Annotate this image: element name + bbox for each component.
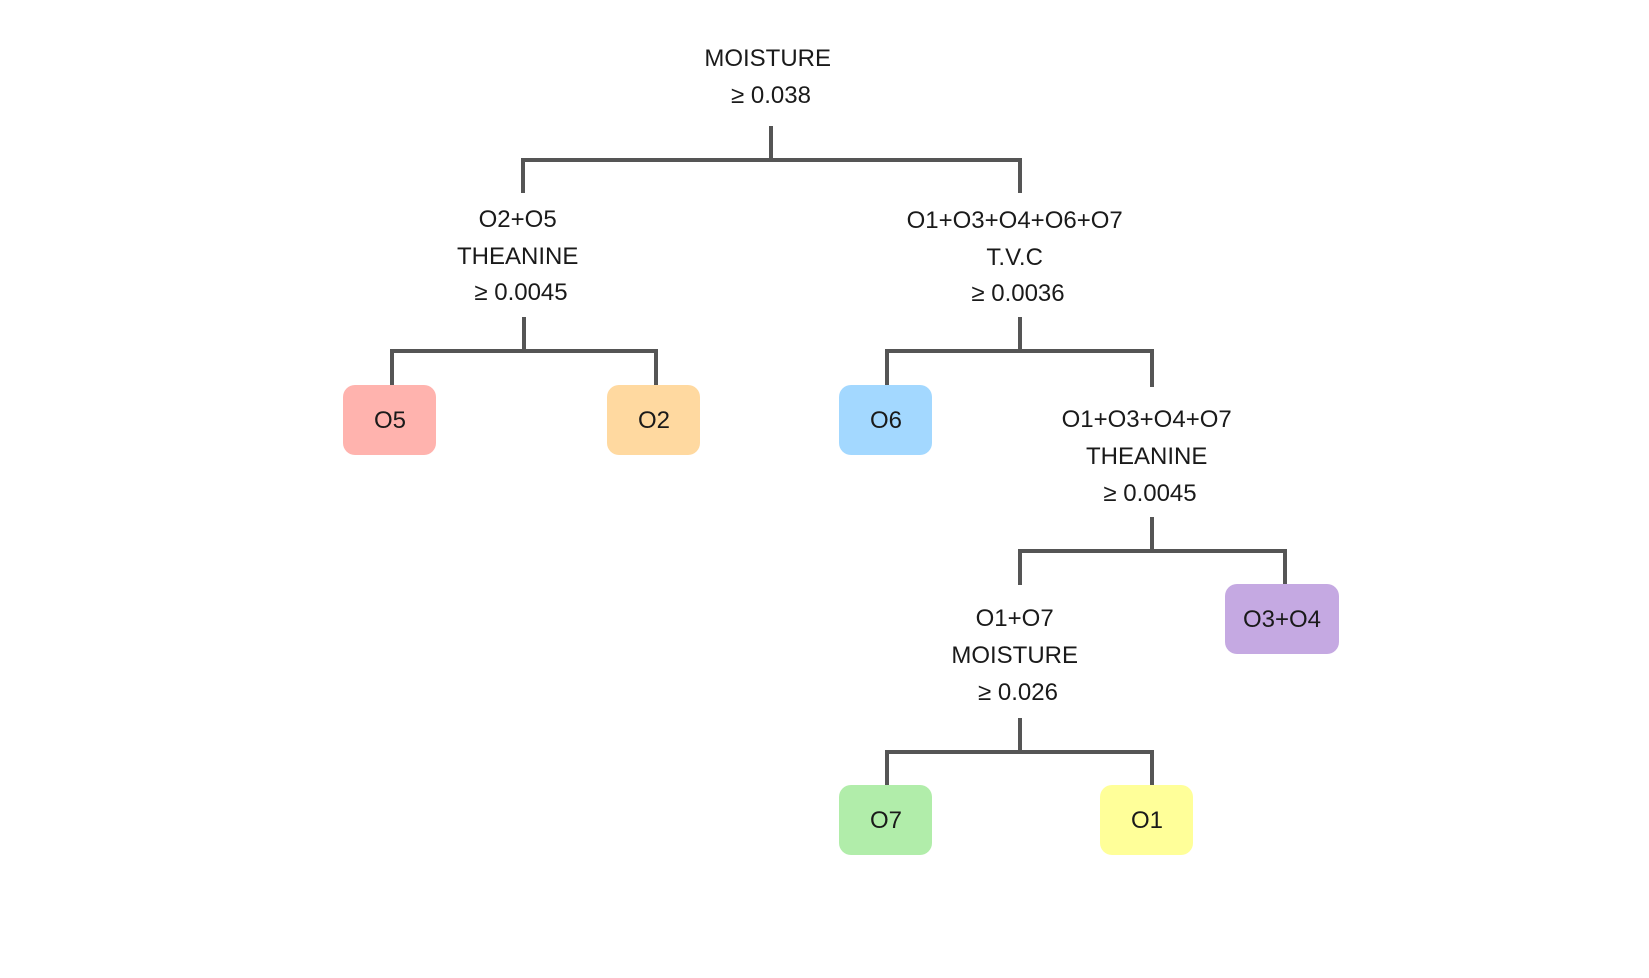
leaf-node-o1: O1 [1100, 785, 1193, 855]
leaf-node-o6: O6 [839, 385, 932, 455]
split-left-threshold: ≥ 0.0045 [474, 279, 567, 306]
split-right-right-feature: THEANINE [1086, 443, 1207, 470]
tree-connectors [390, 126, 1287, 787]
leaf-o7-box [839, 785, 932, 855]
leaf-o7-label: O7 [870, 807, 902, 834]
leaf-o6-box [839, 385, 932, 455]
split-right-threshold: ≥ 0.0036 [971, 280, 1064, 307]
split-deep-classes: O1+O7 [976, 605, 1054, 632]
split-node-right-right: O1+O3+O4+O7 THEANINE ≥ 0.0045 [1062, 406, 1239, 507]
split-root-feature: MOISTURE [704, 45, 831, 72]
split-root-threshold: ≥ 0.038 [731, 82, 811, 109]
split-left-classes: O2+O5 [479, 206, 557, 233]
split-left-feature: THEANINE [457, 243, 578, 270]
leaf-node-o2: O2 [607, 385, 700, 455]
leaf-o2-box [607, 385, 700, 455]
leaf-o1-label: O1 [1131, 807, 1163, 834]
leaf-node-o7: O7 [839, 785, 932, 855]
connector-right [885, 349, 1154, 387]
split-right-feature: T.V.C [986, 244, 1042, 271]
leaf-o1-box [1100, 785, 1193, 855]
split-node-root: MOISTURE ≥ 0.038 [704, 45, 837, 109]
leaf-o2-label: O2 [638, 407, 670, 434]
split-right-right-classes: O1+O3+O4+O7 [1062, 406, 1232, 433]
leaf-node-o5: O5 [343, 385, 436, 455]
connector-left [390, 349, 658, 387]
split-node-left: O2+O5 THEANINE ≥ 0.0045 [457, 206, 585, 306]
split-deep-feature: MOISTURE [951, 642, 1078, 669]
leaf-o6-label: O6 [870, 407, 902, 434]
leaf-o5-box [343, 385, 436, 455]
connector-deep [885, 750, 1154, 787]
leaf-o3o4-box [1225, 584, 1339, 654]
leaf-node-o3o4: O3+O4 [1225, 584, 1339, 654]
connector-root [521, 158, 1022, 193]
split-deep-threshold: ≥ 0.026 [978, 679, 1058, 706]
split-right-classes: O1+O3+O4+O6+O7 [907, 207, 1123, 234]
leaf-o3o4-label: O3+O4 [1243, 606, 1321, 633]
split-node-deep: O1+O7 MOISTURE ≥ 0.026 [951, 605, 1084, 706]
split-right-right-threshold: ≥ 0.0045 [1103, 480, 1196, 507]
split-node-right: O1+O3+O4+O6+O7 T.V.C ≥ 0.0036 [907, 207, 1130, 307]
connector-right-right [1018, 549, 1287, 585]
leaf-o5-label: O5 [374, 407, 406, 434]
